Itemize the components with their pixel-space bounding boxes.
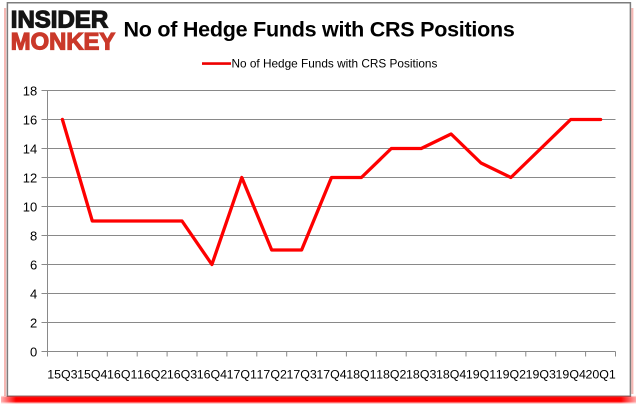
svg-text:17Q2: 17Q2: [257, 367, 287, 381]
svg-text:19Q1: 19Q1: [466, 367, 496, 381]
svg-text:19Q4: 19Q4: [556, 367, 586, 381]
svg-text:16Q2: 16Q2: [137, 367, 167, 381]
svg-text:17Q4: 17Q4: [316, 367, 346, 381]
svg-text:No of Hedge Funds with CRS Pos: No of Hedge Funds with CRS Positions: [124, 17, 515, 41]
svg-text:8: 8: [30, 229, 37, 244]
svg-text:15Q3: 15Q3: [47, 367, 77, 381]
svg-text:18Q1: 18Q1: [346, 367, 376, 381]
svg-text:17Q3: 17Q3: [286, 367, 316, 381]
svg-text:15Q4: 15Q4: [77, 367, 107, 381]
svg-text:16Q3: 16Q3: [167, 367, 197, 381]
svg-text:10: 10: [23, 200, 37, 215]
svg-text:18Q4: 18Q4: [436, 367, 466, 381]
svg-text:MONKEY: MONKEY: [11, 28, 116, 55]
svg-text:2: 2: [30, 316, 37, 331]
svg-text:16Q4: 16Q4: [197, 367, 227, 381]
svg-text:18Q2: 18Q2: [376, 367, 406, 381]
svg-text:17Q1: 17Q1: [227, 367, 257, 381]
svg-text:18: 18: [23, 84, 37, 99]
svg-text:No of Hedge Funds with CRS Pos: No of Hedge Funds with CRS Positions: [232, 57, 438, 71]
svg-text:0: 0: [30, 345, 37, 360]
svg-text:4: 4: [30, 287, 37, 302]
svg-text:19Q3: 19Q3: [526, 367, 556, 381]
svg-text:6: 6: [30, 258, 37, 273]
svg-text:INSIDER: INSIDER: [11, 6, 108, 33]
svg-text:16Q1: 16Q1: [107, 367, 137, 381]
svg-text:16: 16: [23, 113, 37, 128]
svg-text:14: 14: [23, 142, 37, 157]
svg-text:20Q1: 20Q1: [585, 367, 615, 381]
svg-text:12: 12: [23, 171, 37, 186]
svg-text:18Q3: 18Q3: [406, 367, 436, 381]
svg-text:19Q2: 19Q2: [496, 367, 526, 381]
